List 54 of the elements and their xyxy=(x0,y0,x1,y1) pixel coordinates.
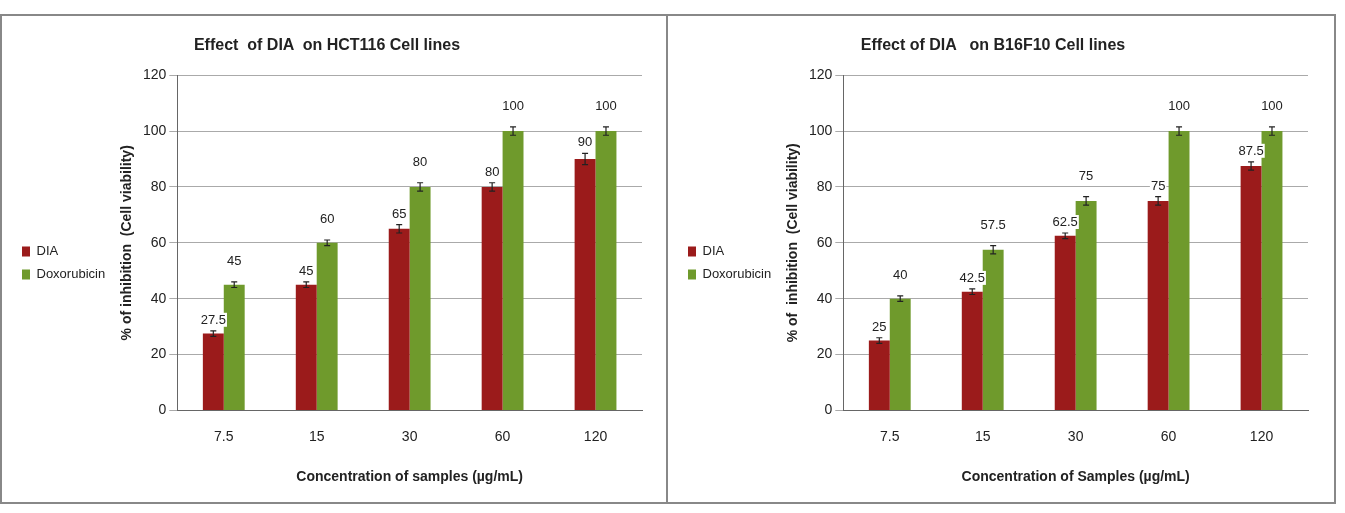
data-label: 100 xyxy=(1261,97,1283,113)
data-label: 57.5 xyxy=(980,216,1006,232)
x-tick-label: 15 xyxy=(308,427,325,444)
data-label: 27.5 xyxy=(200,311,226,327)
x-axis-title: Concentration of Samples (µg/mL) xyxy=(961,468,1190,485)
y-tick-label: 40 xyxy=(816,289,833,306)
y-tick-label: 100 xyxy=(142,121,167,138)
y-tick-label: 0 xyxy=(824,401,833,418)
data-label: 40 xyxy=(892,266,908,282)
y-tick-label: 120 xyxy=(808,66,833,83)
y-tick-label: 100 xyxy=(808,121,833,138)
x-tick-label: 120 xyxy=(583,427,608,444)
y-tick-label: 60 xyxy=(150,233,167,250)
data-label: 80 xyxy=(484,163,500,179)
legend-label: DIA xyxy=(702,243,725,259)
data-label: 80 xyxy=(412,153,428,169)
data-label: 100 xyxy=(1168,97,1190,113)
data-label: 25 xyxy=(872,318,887,334)
x-tick-label: 120 xyxy=(1249,427,1274,444)
x-tick-label: 60 xyxy=(494,427,511,444)
x-tick-label: 30 xyxy=(401,427,418,444)
legend-label: Doxorubicin xyxy=(702,266,772,282)
y-tick-label: 80 xyxy=(150,177,167,194)
data-label: 75 xyxy=(1078,167,1094,183)
x-tick-label: 60 xyxy=(1160,427,1177,444)
x-tick-label: 7.5 xyxy=(880,427,900,444)
x-tick-label: 30 xyxy=(1067,427,1084,444)
y-axis-title: % of inhibition (Cell viability) xyxy=(784,143,801,343)
data-label: 45 xyxy=(299,262,314,278)
y-tick-label: 40 xyxy=(150,289,167,306)
y-axis-title: % of inhibition (Cell viability) xyxy=(118,145,135,341)
data-label: 42.5 xyxy=(959,269,985,285)
y-tick-label: 0 xyxy=(158,401,167,418)
data-label: 87.5 xyxy=(1238,142,1264,158)
y-tick-label: 120 xyxy=(142,66,167,83)
data-label: 60 xyxy=(319,211,335,227)
data-label: 90 xyxy=(577,134,593,150)
legend-label: Doxorubicin xyxy=(36,266,106,282)
data-label: 75 xyxy=(1150,177,1166,193)
y-tick-label: 60 xyxy=(816,233,833,250)
y-tick-label: 20 xyxy=(816,345,833,362)
x-tick-label: 7.5 xyxy=(214,427,234,444)
data-label: 100 xyxy=(502,97,524,113)
chart-title: Effect of DIA on HCT116 Cell lines xyxy=(193,36,461,54)
y-tick-label: 80 xyxy=(816,177,833,194)
y-tick-label: 20 xyxy=(150,345,167,362)
x-axis-title: Concentration of samples (µg/mL) xyxy=(296,468,523,485)
data-label: 45 xyxy=(226,252,242,268)
data-label: 62.5 xyxy=(1052,214,1078,230)
x-tick-label: 15 xyxy=(974,427,991,444)
chart-title: Effect of DIA on B16F10 Cell lines xyxy=(860,36,1126,54)
legend-label: DIA xyxy=(36,243,59,259)
data-label: 100 xyxy=(595,97,617,113)
data-label: 65 xyxy=(391,205,407,221)
